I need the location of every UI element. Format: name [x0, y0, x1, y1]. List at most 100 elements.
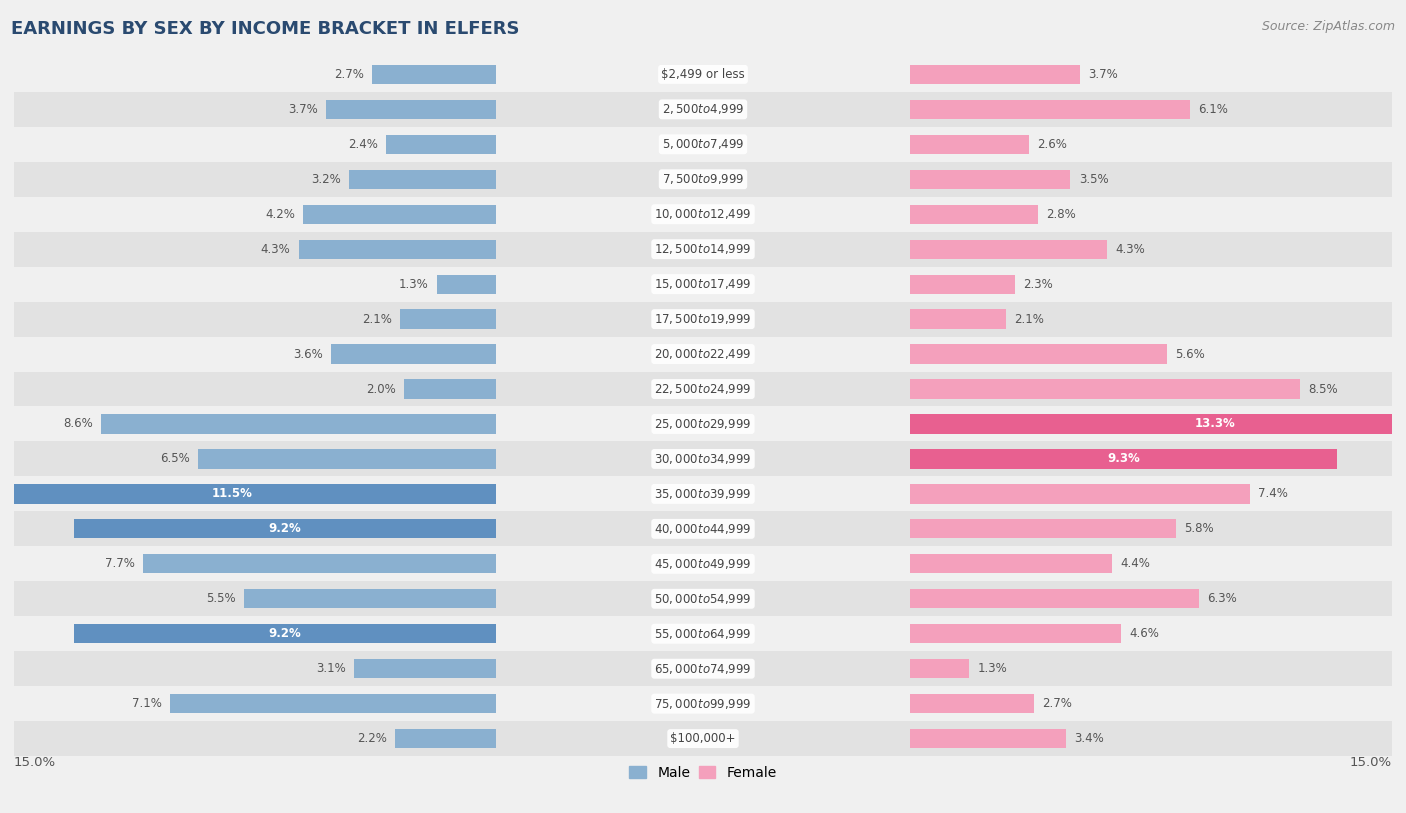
Text: 4.6%: 4.6%: [1129, 628, 1159, 640]
Bar: [14, 441, 1392, 476]
Text: 4.4%: 4.4%: [1121, 558, 1150, 570]
Text: EARNINGS BY SEX BY INCOME BRACKET IN ELFERS: EARNINGS BY SEX BY INCOME BRACKET IN ELF…: [11, 20, 520, 38]
Bar: [910, 135, 1029, 154]
Text: $2,499 or less: $2,499 or less: [661, 68, 745, 80]
Bar: [910, 520, 1175, 538]
Bar: [14, 721, 1392, 756]
Bar: [73, 624, 496, 643]
Text: 15.0%: 15.0%: [14, 756, 56, 769]
Text: 9.3%: 9.3%: [1107, 453, 1140, 465]
Bar: [910, 100, 1189, 119]
Bar: [405, 380, 496, 398]
Text: $15,000 to $17,499: $15,000 to $17,499: [654, 277, 752, 291]
Bar: [14, 127, 1392, 162]
Text: 4.3%: 4.3%: [260, 243, 291, 255]
Text: 7.1%: 7.1%: [132, 698, 162, 710]
Text: 8.5%: 8.5%: [1309, 383, 1339, 395]
Text: $65,000 to $74,999: $65,000 to $74,999: [654, 662, 752, 676]
Text: 2.1%: 2.1%: [361, 313, 392, 325]
Text: 3.1%: 3.1%: [316, 663, 346, 675]
Bar: [910, 589, 1199, 608]
Text: 5.6%: 5.6%: [1175, 348, 1205, 360]
Text: 2.2%: 2.2%: [357, 733, 387, 745]
Text: $10,000 to $12,499: $10,000 to $12,499: [654, 207, 752, 221]
Text: $2,500 to $4,999: $2,500 to $4,999: [662, 102, 744, 116]
Bar: [910, 205, 1038, 224]
Text: 2.3%: 2.3%: [1024, 278, 1053, 290]
Text: 2.0%: 2.0%: [367, 383, 396, 395]
Bar: [910, 415, 1406, 433]
Text: 2.4%: 2.4%: [347, 138, 378, 150]
Text: 3.2%: 3.2%: [311, 173, 342, 185]
Bar: [910, 659, 969, 678]
Text: $55,000 to $64,999: $55,000 to $64,999: [654, 627, 752, 641]
Bar: [910, 694, 1033, 713]
Text: 6.1%: 6.1%: [1198, 103, 1227, 115]
Text: $50,000 to $54,999: $50,000 to $54,999: [654, 592, 752, 606]
Text: $7,500 to $9,999: $7,500 to $9,999: [662, 172, 744, 186]
Text: $35,000 to $39,999: $35,000 to $39,999: [654, 487, 752, 501]
Text: $22,500 to $24,999: $22,500 to $24,999: [654, 382, 752, 396]
Text: 4.2%: 4.2%: [266, 208, 295, 220]
Bar: [910, 240, 1107, 259]
Bar: [910, 485, 1250, 503]
Bar: [170, 694, 496, 713]
Bar: [14, 302, 1392, 337]
Text: 5.5%: 5.5%: [205, 593, 235, 605]
Bar: [326, 100, 496, 119]
Bar: [910, 65, 1080, 84]
Text: 3.6%: 3.6%: [292, 348, 323, 360]
Bar: [14, 162, 1392, 197]
Text: 7.7%: 7.7%: [104, 558, 135, 570]
Bar: [910, 345, 1167, 363]
Text: $12,500 to $14,999: $12,500 to $14,999: [654, 242, 752, 256]
Text: 9.2%: 9.2%: [269, 628, 301, 640]
Text: 15.0%: 15.0%: [1350, 756, 1392, 769]
Text: $25,000 to $29,999: $25,000 to $29,999: [654, 417, 752, 431]
Text: $20,000 to $22,499: $20,000 to $22,499: [654, 347, 752, 361]
Bar: [373, 65, 496, 84]
Text: $45,000 to $49,999: $45,000 to $49,999: [654, 557, 752, 571]
Bar: [14, 686, 1392, 721]
Bar: [14, 92, 1392, 127]
Text: 4.3%: 4.3%: [1115, 243, 1146, 255]
Bar: [14, 406, 1392, 441]
Text: 2.6%: 2.6%: [1038, 138, 1067, 150]
Text: 3.5%: 3.5%: [1078, 173, 1108, 185]
Bar: [0, 485, 496, 503]
Text: $5,000 to $7,499: $5,000 to $7,499: [662, 137, 744, 151]
Text: 3.7%: 3.7%: [1088, 68, 1118, 80]
Bar: [437, 275, 496, 293]
Bar: [14, 546, 1392, 581]
Text: 11.5%: 11.5%: [212, 488, 253, 500]
Text: $100,000+: $100,000+: [671, 733, 735, 745]
Bar: [910, 310, 1007, 328]
Bar: [910, 450, 1337, 468]
Bar: [910, 380, 1301, 398]
Bar: [14, 197, 1392, 232]
Legend: Male, Female: Male, Female: [624, 760, 782, 785]
Bar: [910, 729, 1066, 748]
Bar: [14, 581, 1392, 616]
Bar: [299, 240, 496, 259]
Bar: [73, 520, 496, 538]
Bar: [198, 450, 496, 468]
Text: $17,500 to $19,999: $17,500 to $19,999: [654, 312, 752, 326]
Bar: [910, 170, 1070, 189]
Bar: [14, 651, 1392, 686]
Text: 3.4%: 3.4%: [1074, 733, 1104, 745]
Bar: [14, 57, 1392, 92]
Bar: [910, 624, 1121, 643]
Bar: [387, 135, 496, 154]
Text: 2.7%: 2.7%: [335, 68, 364, 80]
Text: Source: ZipAtlas.com: Source: ZipAtlas.com: [1261, 20, 1395, 33]
Text: 13.3%: 13.3%: [1195, 418, 1236, 430]
Bar: [910, 275, 1015, 293]
Bar: [14, 476, 1392, 511]
Bar: [14, 616, 1392, 651]
Text: $75,000 to $99,999: $75,000 to $99,999: [654, 697, 752, 711]
Text: 6.5%: 6.5%: [160, 453, 190, 465]
Text: 2.1%: 2.1%: [1014, 313, 1045, 325]
Text: 9.2%: 9.2%: [269, 523, 301, 535]
Text: 5.8%: 5.8%: [1184, 523, 1213, 535]
